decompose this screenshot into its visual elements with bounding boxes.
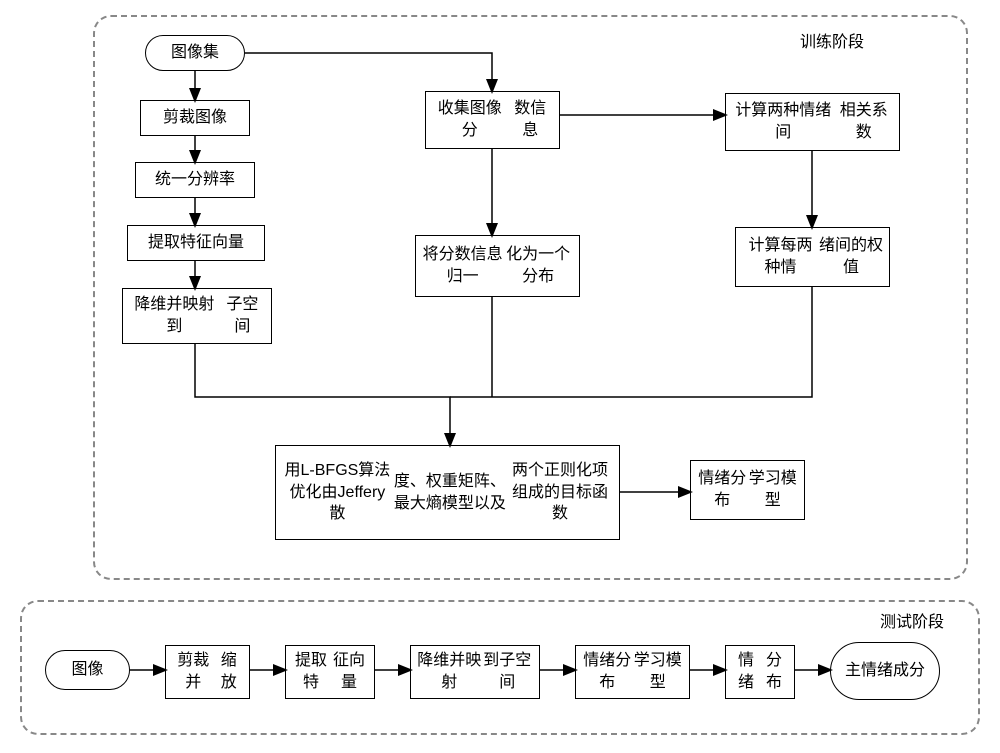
- node-test-dist: 情绪分布: [725, 645, 795, 699]
- node-correlation: 计算两种情绪间相关系数: [725, 93, 900, 151]
- node-resolution: 统一分辨率: [135, 162, 255, 198]
- node-objective: 用L-BFGS算法优化由Jeffery散度、权重矩阵、最大熵模型以及两个正则化项…: [275, 445, 620, 540]
- node-test-model: 情绪分布学习模型: [575, 645, 690, 699]
- node-image-set: 图像集: [145, 35, 245, 71]
- testing-phase-label: 测试阶段: [880, 608, 944, 632]
- node-collect: 收集图像分数信息: [425, 91, 560, 149]
- node-feature: 提取特征向量: [127, 225, 265, 261]
- node-test-feature: 提取特征向量: [285, 645, 375, 699]
- node-model-train: 情绪分布学习模型: [690, 460, 805, 520]
- node-weight: 计算每两种情绪间的权值: [735, 227, 890, 287]
- training-phase-label: 训练阶段: [800, 28, 864, 52]
- node-test-image: 图像: [45, 650, 130, 690]
- node-test-main: 主情绪成分: [830, 642, 940, 700]
- node-reduce: 降维并映射到子空间: [122, 288, 272, 344]
- node-test-crop: 剪裁并缩放: [165, 645, 250, 699]
- node-normalize: 将分数信息归一化为一个分布: [415, 235, 580, 297]
- node-test-reduce: 降维并映射到子空间: [410, 645, 540, 699]
- node-crop: 剪裁图像: [140, 100, 250, 136]
